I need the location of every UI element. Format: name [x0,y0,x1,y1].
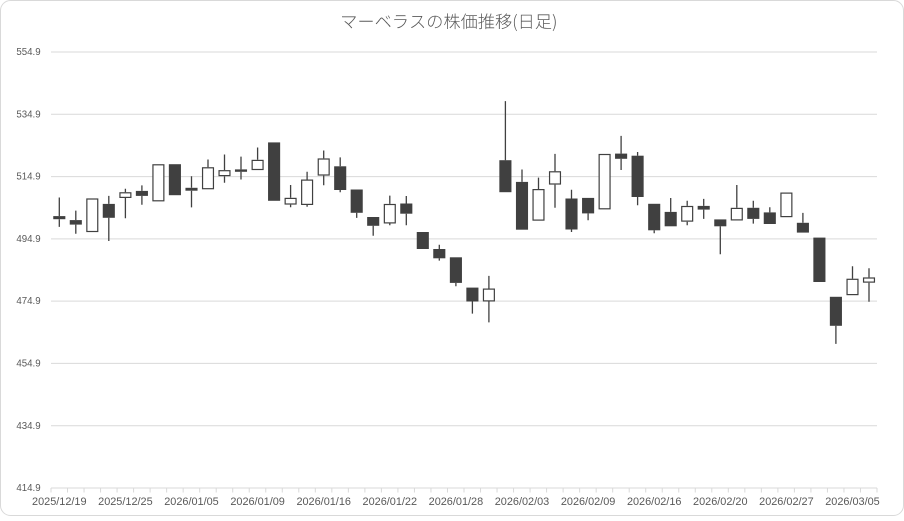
svg-text:2026/02/16: 2026/02/16 [627,496,682,508]
svg-text:2026/01/22: 2026/01/22 [363,496,418,508]
svg-text:2026/02/20: 2026/02/20 [693,496,748,508]
svg-text:2026/01/16: 2026/01/16 [296,496,351,508]
svg-text:2026/01/09: 2026/01/09 [230,496,285,508]
svg-text:434.9: 434.9 [16,421,40,432]
svg-text:414.9: 414.9 [16,483,40,494]
svg-text:2025/12/19: 2025/12/19 [32,496,87,508]
svg-text:534.9: 534.9 [16,109,40,120]
svg-text:2026/01/28: 2026/01/28 [429,496,484,508]
svg-text:494.9: 494.9 [16,234,40,245]
svg-text:474.9: 474.9 [16,296,40,307]
svg-text:2026/02/03: 2026/02/03 [495,496,550,508]
svg-text:554.9: 554.9 [16,47,40,58]
svg-text:2026/01/05: 2026/01/05 [164,496,219,508]
svg-text:2025/12/25: 2025/12/25 [98,496,153,508]
svg-text:2026/02/27: 2026/02/27 [759,496,814,508]
svg-text:454.9: 454.9 [16,359,40,370]
svg-text:2026/03/05: 2026/03/05 [825,496,880,508]
svg-text:2026/02/09: 2026/02/09 [561,496,616,508]
svg-text:514.9: 514.9 [16,172,40,183]
